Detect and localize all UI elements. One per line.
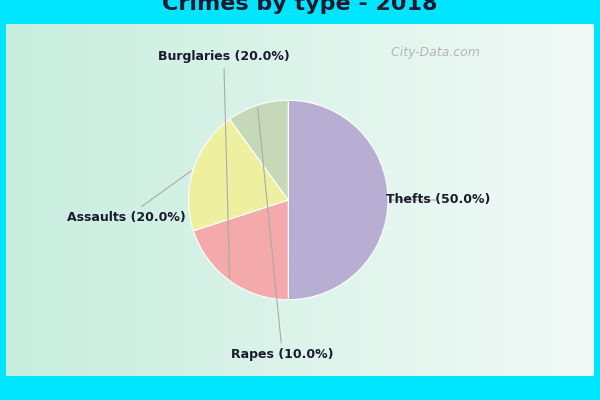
Text: City-Data.com: City-Data.com [383,46,479,59]
Text: Rapes (10.0%): Rapes (10.0%) [231,108,334,361]
Text: Thefts (50.0%): Thefts (50.0%) [386,194,491,206]
Wedge shape [288,100,388,300]
Wedge shape [230,100,288,200]
Text: Assaults (20.0%): Assaults (20.0%) [67,171,191,224]
Wedge shape [193,200,288,300]
Title: Crimes by type - 2018: Crimes by type - 2018 [162,0,438,14]
Wedge shape [188,119,288,231]
Text: Burglaries (20.0%): Burglaries (20.0%) [158,50,290,278]
